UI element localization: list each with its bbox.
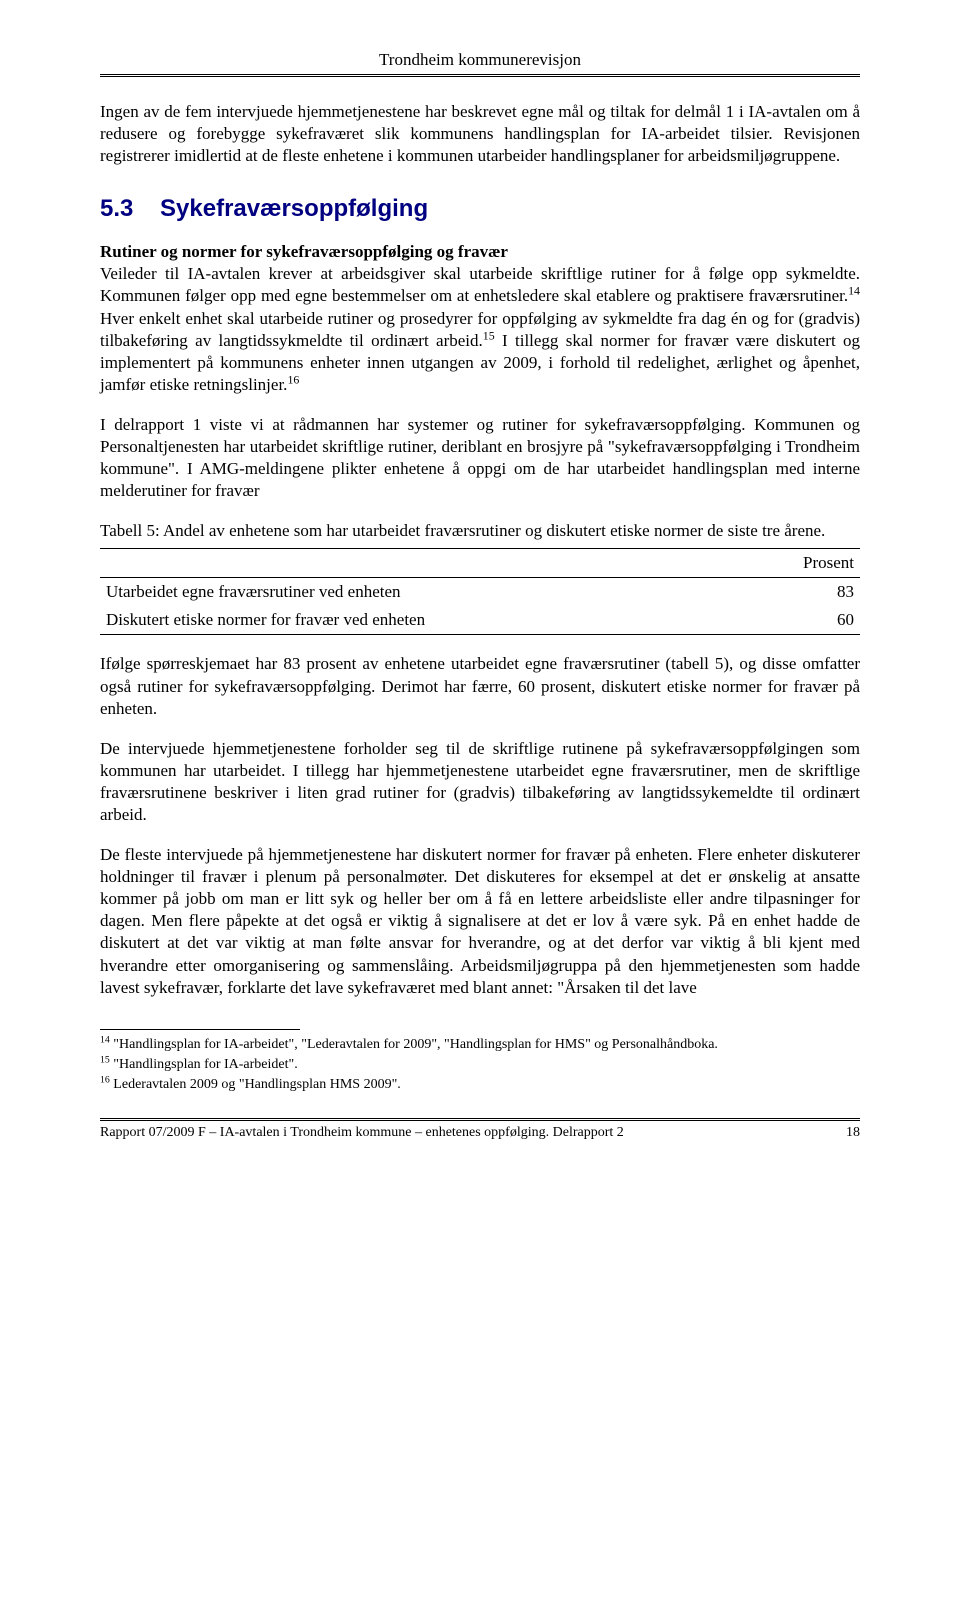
sub-heading: Rutiner og normer for sykefraværsoppfølg… bbox=[100, 242, 508, 261]
table5-header-empty bbox=[100, 549, 739, 578]
section-title: Sykefraværsoppfølging bbox=[160, 195, 428, 222]
header-rule bbox=[100, 74, 860, 77]
section-number: 5.3 bbox=[100, 195, 133, 222]
table5-header-prosent: Prosent bbox=[739, 549, 861, 578]
footnote-16: 16 Lederavtalen 2009 og "Handlingsplan H… bbox=[100, 1076, 860, 1094]
footnote-ref-14: 14 bbox=[848, 284, 860, 298]
footnotes-separator bbox=[100, 1029, 300, 1030]
footnote-14-text: "Handlingsplan for IA-arbeidet", "Ledera… bbox=[110, 1037, 718, 1052]
para2-part-a: Veileder til IA-avtalen krever at arbeid… bbox=[100, 264, 860, 305]
running-header: Trondheim kommunerevisjon bbox=[100, 50, 860, 70]
page: Trondheim kommunerevisjon Ingen av de fe… bbox=[0, 0, 960, 1181]
table5-row0-label: Utarbeidet egne fraværsrutiner ved enhet… bbox=[100, 578, 739, 607]
paragraph-delrapport: I delrapport 1 viste vi at rådmannen har… bbox=[100, 414, 860, 502]
table5-caption: Tabell 5: Andel av enhetene som har utar… bbox=[100, 520, 860, 542]
footnote-15-text: "Handlingsplan for IA-arbeidet". bbox=[110, 1057, 298, 1072]
table5-row0-value: 83 bbox=[739, 578, 861, 607]
footnote-ref-15: 15 bbox=[483, 328, 495, 342]
paragraph-interview-routines: De intervjuede hjemmetjenestene forholde… bbox=[100, 738, 860, 826]
footnote-15-marker: 15 bbox=[100, 1054, 110, 1065]
footnote-ref-16: 16 bbox=[287, 372, 299, 386]
footnote-16-text: Lederavtalen 2009 og "Handlingsplan HMS … bbox=[110, 1077, 401, 1092]
footer-page-number: 18 bbox=[846, 1125, 860, 1141]
page-footer: Rapport 07/2009 F – IA-avtalen i Trondhe… bbox=[100, 1125, 860, 1141]
footer-rule bbox=[100, 1118, 860, 1121]
footnote-14-marker: 14 bbox=[100, 1034, 110, 1045]
paragraph-routines: Rutiner og normer for sykefraværsoppfølg… bbox=[100, 241, 860, 396]
footnote-15: 15 "Handlingsplan for IA-arbeidet". bbox=[100, 1056, 860, 1074]
paragraph-norms: De fleste intervjuede på hjemmetjenesten… bbox=[100, 844, 860, 999]
section-heading: 5.3 Sykefraværsoppfølging bbox=[100, 195, 860, 223]
paragraph-survey: Ifølge spørreskjemaet har 83 prosent av … bbox=[100, 653, 860, 719]
table-row: Diskutert etiske normer for fravær ved e… bbox=[100, 606, 860, 635]
footnote-14: 14 "Handlingsplan for IA-arbeidet", "Led… bbox=[100, 1036, 860, 1054]
paragraph-intro: Ingen av de fem intervjuede hjemmetjenes… bbox=[100, 101, 860, 167]
table5-row1-value: 60 bbox=[739, 606, 861, 635]
table-row: Utarbeidet egne fraværsrutiner ved enhet… bbox=[100, 578, 860, 607]
table5: Prosent Utarbeidet egne fraværsrutiner v… bbox=[100, 548, 860, 635]
table5-row1-label: Diskutert etiske normer for fravær ved e… bbox=[100, 606, 739, 635]
footnote-16-marker: 16 bbox=[100, 1074, 110, 1085]
footer-left: Rapport 07/2009 F – IA-avtalen i Trondhe… bbox=[100, 1125, 624, 1141]
